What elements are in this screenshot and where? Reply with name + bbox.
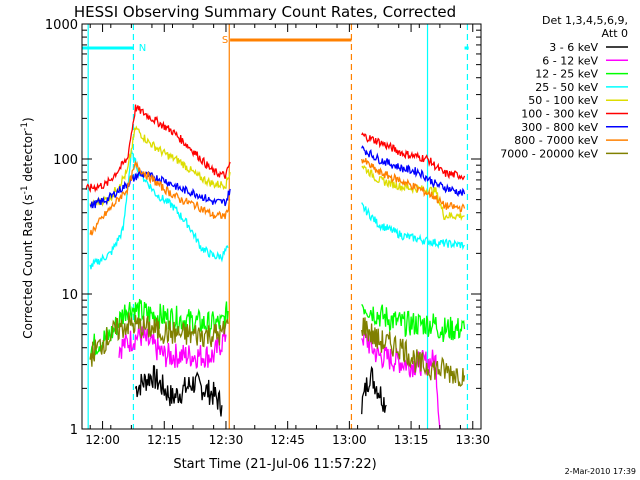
series-line (89, 149, 465, 270)
saa-flag-label: S (222, 35, 228, 46)
night-flag-label: N (139, 43, 146, 54)
series-line (134, 365, 387, 417)
series-line (89, 158, 466, 236)
x-tick-label: 12:15 (147, 433, 182, 447)
x-tick-label: 12:45 (270, 433, 305, 447)
legend-label: 25 - 50 keV (535, 81, 598, 94)
legend-header-attenuator: Att 0 (602, 27, 628, 40)
legend-label: 12 - 25 keV (535, 68, 598, 81)
legend-label: 7000 - 20000 keV (500, 147, 598, 160)
x-tick-label: 12:00 (85, 433, 120, 447)
chart-title: HESSI Observing Summary Count Rates, Cor… (74, 3, 456, 21)
legend-label: 300 - 800 keV (521, 121, 598, 134)
x-tick-label: 13:30 (455, 433, 490, 447)
y-tick-label: 10 (61, 288, 78, 303)
x-axis-label: Start Time (21-Jul-06 11:57:22) (173, 457, 376, 472)
y-tick-label: 1 (70, 423, 78, 438)
x-tick-label: 13:00 (332, 433, 367, 447)
plot-frame (81, 23, 482, 430)
series-line (89, 312, 466, 388)
date-stamp: 2-Mar-2010 17:39 (565, 467, 636, 476)
legend-header-detectors: Det 1,3,4,5,6,9, (542, 14, 628, 27)
legend-label: 3 - 6 keV (549, 41, 598, 54)
x-tick-label: 12:30 (209, 433, 244, 447)
legend-label: 6 - 12 keV (542, 54, 598, 67)
x-tick-label: 13:15 (394, 433, 429, 447)
legend-label: 50 - 100 keV (528, 94, 598, 107)
y-tick-label: 100 (53, 153, 78, 168)
y-tick-label: 1000 (45, 18, 78, 33)
plot-area: NS (81, 23, 482, 430)
legend-label: 800 - 7000 keV (514, 134, 598, 147)
legend-label: 100 - 300 keV (521, 108, 598, 121)
series-line (85, 104, 466, 193)
y-axis: 1 10 100 1000 (45, 18, 481, 438)
x-axis: 12:00 12:15 12:30 12:45 13:00 13:15 13:30 (85, 24, 490, 447)
y-axis-label: Corrected Count Rate (s-1 detector-1) (20, 117, 35, 338)
